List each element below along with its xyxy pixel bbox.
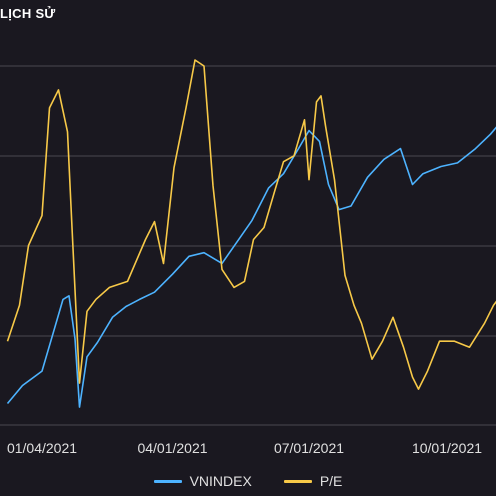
legend-swatch-vnindex xyxy=(153,479,182,483)
series-line-pe xyxy=(6,59,496,390)
x-axis-ticks: 01/04/2021 04/01/2021 07/01/2021 10/01/2021 xyxy=(7,440,482,456)
x-tick-label: 04/01/2021 xyxy=(137,440,207,456)
legend-item-vnindex[interactable]: VNINDEX xyxy=(153,473,252,489)
legend-label-vnindex: VNINDEX xyxy=(189,473,252,489)
x-tick-label: 10/01/2021 xyxy=(412,440,482,456)
legend-item-pe[interactable]: P/E xyxy=(283,473,343,489)
legend-swatch-pe xyxy=(283,479,312,483)
chart-grid xyxy=(0,65,496,426)
x-tick-label: 01/04/2021 xyxy=(7,440,77,456)
legend-label-pe: P/E xyxy=(319,473,343,489)
series-line-vnindex xyxy=(6,126,496,408)
chart-title: LỊCH SỬ xyxy=(0,6,56,21)
x-tick-label: 07/01/2021 xyxy=(274,440,344,456)
chart-series-layer xyxy=(6,59,496,408)
chart-legend: VNINDEX P/E xyxy=(0,473,496,489)
